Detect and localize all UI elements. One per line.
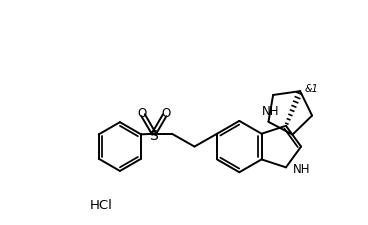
Text: O: O [161, 106, 170, 119]
Text: NH: NH [261, 104, 279, 117]
Text: S: S [149, 128, 158, 142]
Text: &1: &1 [304, 84, 318, 94]
Text: HCl: HCl [89, 198, 113, 211]
Text: NH: NH [293, 162, 310, 175]
Text: O: O [138, 106, 147, 119]
